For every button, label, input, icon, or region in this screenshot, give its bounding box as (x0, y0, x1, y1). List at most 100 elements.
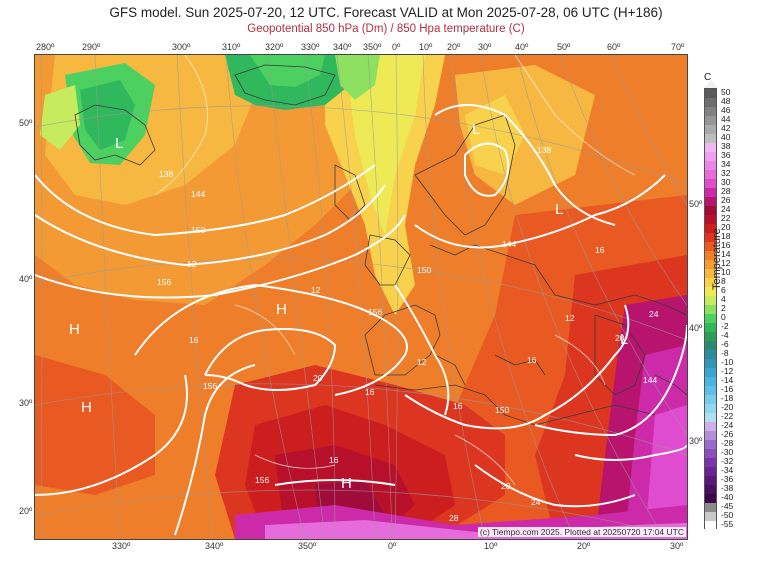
legend-color-swatch (705, 242, 716, 251)
legend-tick-label: -14 (721, 375, 734, 385)
lon-label: 310º (222, 42, 241, 52)
lon-label: 20º (577, 541, 591, 551)
legend-tick-label: 24 (721, 204, 731, 214)
legend-color-swatch (705, 134, 716, 143)
legend-color-swatch (705, 404, 716, 413)
legend-color-swatch (705, 269, 716, 278)
legend-tick-label: 18 (721, 231, 731, 241)
legend-up-arrow-icon (704, 80, 718, 88)
legend-tick-label: 38 (721, 141, 731, 151)
legend-tick-label: -30 (721, 447, 734, 457)
legend-color-swatch (705, 386, 716, 395)
legend-tick-label: -4 (721, 330, 729, 340)
legend-tick-label: -22 (721, 411, 734, 421)
temperature-label: 16 (453, 401, 463, 411)
legend-tick-label: 0 (721, 312, 726, 322)
temperature-label: 20 (501, 481, 511, 491)
high-pressure-center: H (276, 301, 287, 318)
legend-color-swatch (705, 485, 716, 494)
legend-tick-label: 42 (721, 123, 731, 133)
legend-color-swatch (705, 287, 716, 296)
temperature-label: 20 (615, 333, 625, 343)
legend-tick-label: 20 (721, 222, 731, 232)
lat-label: 20º (19, 506, 33, 516)
chart-title: GFS model. Sun 2025-07-20, 12 UTC. Forec… (109, 5, 663, 20)
temperature-label: 16 (527, 355, 537, 365)
legend-color-swatch (705, 521, 716, 530)
legend-tick-label: -12 (721, 366, 734, 376)
legend-tick-label: 50 (721, 87, 731, 97)
legend-color-swatch (705, 494, 716, 503)
contour-label: 156 (368, 307, 383, 317)
legend-color-swatch (705, 125, 716, 134)
legend-tick-label: -45 (721, 501, 734, 511)
lon-label: 10º (484, 541, 498, 551)
high-pressure-center: H (69, 321, 80, 338)
forecast-map: H H H H L L L L 138 144 150 156 156 156 … (34, 54, 688, 540)
low-pressure-center: L (472, 121, 481, 138)
legend-color-swatch (705, 422, 716, 431)
legend-tick-label: 8 (721, 276, 726, 286)
lon-label: 330º (112, 541, 131, 551)
temperature-label: 16 (595, 245, 605, 255)
low-pressure-center: L (555, 201, 564, 218)
legend-color-swatch (705, 251, 716, 260)
lon-label: 340º (333, 42, 352, 52)
lon-label: 340º (205, 541, 224, 551)
legend-tick-label: -10 (721, 357, 734, 367)
lon-label: 0º (392, 42, 401, 52)
copyright-credit: (c) Tiempo.com 2025. Plotted at 20250720… (477, 527, 686, 537)
legend-color-swatch (705, 350, 716, 359)
legend-tick-label: -40 (721, 492, 734, 502)
legend-tick-label: 34 (721, 159, 731, 169)
temperature-label: 16 (365, 387, 375, 397)
temperature-label: 24 (649, 309, 659, 319)
legend-color-swatch (705, 296, 716, 305)
legend-color-swatch (705, 188, 716, 197)
temperature-label: 12 (565, 313, 575, 323)
legend-color-swatch (705, 161, 716, 170)
legend-color-swatch (705, 170, 716, 179)
temperature-label: 24 (531, 497, 541, 507)
legend-color-swatch (705, 107, 716, 116)
legend-tick-label: 32 (721, 168, 731, 178)
high-pressure-center: H (341, 475, 352, 492)
legend-tick-label: -16 (721, 384, 734, 394)
legend-color-swatch (705, 215, 716, 224)
legend-color-swatch (705, 323, 716, 332)
legend-tick-label: 6 (721, 285, 726, 295)
legend-tick-label: -36 (721, 474, 734, 484)
legend-tick-label: -38 (721, 483, 734, 493)
contour-label: 138 (537, 145, 552, 155)
temperature-label: 28 (449, 513, 459, 523)
lon-label: 30º (478, 42, 492, 52)
lat-label: 30º (19, 398, 33, 408)
legend-tick-labels: 50 48 46 44 42 40 38 36 34 32 30 28 26 24 22 20 18 16 14 12… (721, 88, 751, 529)
legend-unit: C (704, 72, 712, 83)
legend-tick-label: 40 (721, 132, 731, 142)
legend-color-swatch (705, 341, 716, 350)
map-canvas (35, 55, 687, 539)
legend-color-swatch (705, 89, 716, 98)
high-pressure-center: H (81, 399, 92, 416)
legend-tick-label: -32 (721, 456, 734, 466)
lon-label: 70º (671, 42, 685, 52)
legend-color-swatch (705, 314, 716, 323)
lon-label: 320º (265, 42, 284, 52)
legend-color-swatch (705, 260, 716, 269)
lon-label: 20º (447, 42, 461, 52)
lon-label: 290º (82, 42, 101, 52)
lon-label: 30º (670, 541, 684, 551)
legend-color-swatch (705, 458, 716, 467)
lon-label: 330º (301, 42, 320, 52)
lat-label: 50º (19, 118, 33, 128)
legend-color-swatch (705, 152, 716, 161)
legend-tick-label: 14 (721, 249, 731, 259)
lon-label: 350º (363, 42, 382, 52)
temperature-color-scale (704, 88, 717, 530)
legend-tick-label: 30 (721, 177, 731, 187)
legend-color-swatch (705, 278, 716, 287)
lon-label: 40º (515, 42, 529, 52)
contour-label: 150 (495, 405, 510, 415)
lat-label: 30º (689, 436, 703, 446)
